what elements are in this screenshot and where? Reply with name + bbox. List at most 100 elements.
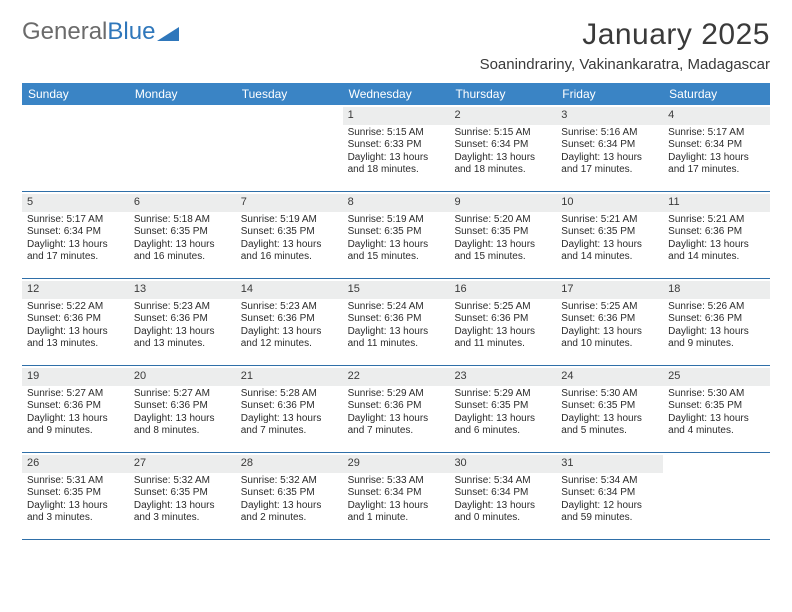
daylight-line-1: Daylight: 13 hours	[348, 413, 445, 426]
daylight-line-2: and 14 minutes.	[668, 251, 765, 264]
daylight-line-1: Daylight: 13 hours	[241, 239, 338, 252]
calendar-page: GeneralBlue January 2025 Soanindrariny, …	[0, 0, 792, 540]
daylight-line-2: and 16 minutes.	[134, 251, 231, 264]
daylight-line-1: Daylight: 13 hours	[348, 152, 445, 165]
day-cell: 8Sunrise: 5:19 AMSunset: 6:35 PMDaylight…	[343, 192, 450, 278]
dow-cell: Sunday	[22, 83, 129, 105]
sunrise-line: Sunrise: 5:29 AM	[348, 388, 445, 401]
day-cell: 2Sunrise: 5:15 AMSunset: 6:34 PMDaylight…	[449, 105, 556, 191]
sunrise-line: Sunrise: 5:18 AM	[134, 214, 231, 227]
day-number: 6	[129, 194, 236, 212]
sunset-line: Sunset: 6:35 PM	[134, 487, 231, 500]
dow-cell: Thursday	[449, 83, 556, 105]
sunset-line: Sunset: 6:36 PM	[561, 313, 658, 326]
day-cell: 6Sunrise: 5:18 AMSunset: 6:35 PMDaylight…	[129, 192, 236, 278]
daylight-line-1: Daylight: 13 hours	[27, 413, 124, 426]
sunset-line: Sunset: 6:36 PM	[241, 313, 338, 326]
day-number: 26	[22, 455, 129, 473]
daylight-line-1: Daylight: 13 hours	[134, 413, 231, 426]
week-row: 1Sunrise: 5:15 AMSunset: 6:33 PMDaylight…	[22, 105, 770, 192]
day-cell: 9Sunrise: 5:20 AMSunset: 6:35 PMDaylight…	[449, 192, 556, 278]
sunset-line: Sunset: 6:36 PM	[454, 313, 551, 326]
day-number	[22, 107, 129, 125]
sunset-line: Sunset: 6:36 PM	[241, 400, 338, 413]
day-of-week-header: SundayMondayTuesdayWednesdayThursdayFrid…	[22, 83, 770, 105]
sunset-line: Sunset: 6:34 PM	[348, 487, 445, 500]
daylight-line-1: Daylight: 13 hours	[27, 326, 124, 339]
daylight-line-2: and 16 minutes.	[241, 251, 338, 264]
day-number: 16	[449, 281, 556, 299]
daylight-line-2: and 8 minutes.	[134, 425, 231, 438]
day-cell: 10Sunrise: 5:21 AMSunset: 6:35 PMDayligh…	[556, 192, 663, 278]
dow-cell: Saturday	[663, 83, 770, 105]
sunrise-line: Sunrise: 5:15 AM	[454, 127, 551, 140]
dow-cell: Tuesday	[236, 83, 343, 105]
day-cell: 1 Sunrise: 5:15 AMSunset: 6:33 PMDaylight…	[343, 105, 450, 191]
location-subtitle: Soanindrariny, Vakinankaratra, Madagasca…	[480, 56, 770, 73]
sunset-line: Sunset: 6:36 PM	[27, 313, 124, 326]
day-cell	[129, 105, 236, 191]
day-cell: 26Sunrise: 5:31 AMSunset: 6:35 PMDayligh…	[22, 453, 129, 539]
daylight-line-2: and 9 minutes.	[668, 338, 765, 351]
day-number: 18	[663, 281, 770, 299]
day-cell	[22, 105, 129, 191]
daylight-line-2: and 15 minutes.	[454, 251, 551, 264]
daylight-line-2: and 59 minutes.	[561, 512, 658, 525]
day-number: 11	[663, 194, 770, 212]
day-number: 13	[129, 281, 236, 299]
daylight-line-2: and 17 minutes.	[668, 164, 765, 177]
sunrise-line: Sunrise: 5:34 AM	[454, 475, 551, 488]
day-number	[236, 107, 343, 125]
sunrise-line: Sunrise: 5:21 AM	[561, 214, 658, 227]
day-cell: 16Sunrise: 5:25 AMSunset: 6:36 PMDayligh…	[449, 279, 556, 365]
day-number	[663, 455, 770, 473]
day-number: 19	[22, 368, 129, 386]
sunset-line: Sunset: 6:33 PM	[348, 139, 445, 152]
sunrise-line: Sunrise: 5:15 AM	[348, 127, 445, 140]
day-number: 23	[449, 368, 556, 386]
daylight-line-1: Daylight: 13 hours	[668, 326, 765, 339]
sunset-line: Sunset: 6:34 PM	[454, 139, 551, 152]
daylight-line-2: and 13 minutes.	[134, 338, 231, 351]
title-block: January 2025 Soanindrariny, Vakinankarat…	[480, 18, 770, 73]
sunrise-line: Sunrise: 5:27 AM	[134, 388, 231, 401]
day-cell: 15Sunrise: 5:24 AMSunset: 6:36 PMDayligh…	[343, 279, 450, 365]
sunrise-line: Sunrise: 5:21 AM	[668, 214, 765, 227]
day-number: 15	[343, 281, 450, 299]
day-cell: 12Sunrise: 5:22 AMSunset: 6:36 PMDayligh…	[22, 279, 129, 365]
daylight-line-1: Daylight: 13 hours	[241, 500, 338, 513]
sunrise-line: Sunrise: 5:31 AM	[27, 475, 124, 488]
sunrise-line: Sunrise: 5:19 AM	[241, 214, 338, 227]
daylight-line-1: Daylight: 13 hours	[668, 152, 765, 165]
sunrise-line: Sunrise: 5:27 AM	[27, 388, 124, 401]
day-cell: 14Sunrise: 5:23 AMSunset: 6:36 PMDayligh…	[236, 279, 343, 365]
daylight-line-1: Daylight: 13 hours	[454, 413, 551, 426]
sunset-line: Sunset: 6:36 PM	[27, 400, 124, 413]
sunset-line: Sunset: 6:36 PM	[668, 226, 765, 239]
sunrise-line: Sunrise: 5:33 AM	[348, 475, 445, 488]
day-number: 17	[556, 281, 663, 299]
sunrise-line: Sunrise: 5:24 AM	[348, 301, 445, 314]
day-number: 8	[343, 194, 450, 212]
day-number: 1	[343, 107, 450, 125]
daylight-line-1: Daylight: 13 hours	[27, 500, 124, 513]
daylight-line-2: and 7 minutes.	[348, 425, 445, 438]
sunset-line: Sunset: 6:35 PM	[241, 487, 338, 500]
sunrise-line: Sunrise: 5:26 AM	[668, 301, 765, 314]
sunrise-line: Sunrise: 5:17 AM	[27, 214, 124, 227]
day-cell: 18Sunrise: 5:26 AMSunset: 6:36 PMDayligh…	[663, 279, 770, 365]
day-number: 29	[343, 455, 450, 473]
sunset-line: Sunset: 6:35 PM	[561, 226, 658, 239]
day-cell: 4Sunrise: 5:17 AMSunset: 6:34 PMDaylight…	[663, 105, 770, 191]
daylight-line-1: Daylight: 13 hours	[27, 239, 124, 252]
day-number: 21	[236, 368, 343, 386]
day-cell: 24Sunrise: 5:30 AMSunset: 6:35 PMDayligh…	[556, 366, 663, 452]
daylight-line-2: and 12 minutes.	[241, 338, 338, 351]
daylight-line-2: and 4 minutes.	[668, 425, 765, 438]
daylight-line-1: Daylight: 13 hours	[561, 239, 658, 252]
sunrise-line: Sunrise: 5:19 AM	[348, 214, 445, 227]
day-cell: 27Sunrise: 5:32 AMSunset: 6:35 PMDayligh…	[129, 453, 236, 539]
daylight-line-2: and 15 minutes.	[348, 251, 445, 264]
brand-triangle-icon	[157, 23, 179, 41]
daylight-line-1: Daylight: 13 hours	[454, 500, 551, 513]
